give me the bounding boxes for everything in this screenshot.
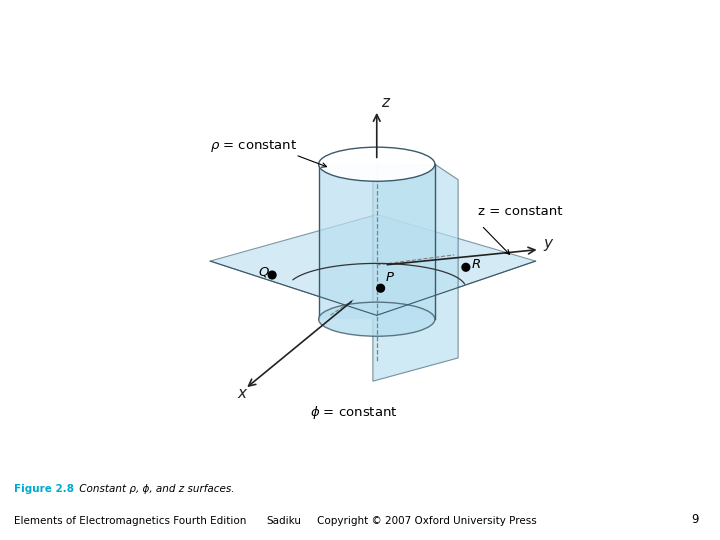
Text: $\rho$ = constant: $\rho$ = constant — [210, 138, 297, 154]
Text: P: P — [385, 271, 393, 284]
Text: z = constant: z = constant — [477, 205, 562, 218]
Text: Copyright © 2007 Oxford University Press: Copyright © 2007 Oxford University Press — [317, 516, 536, 526]
Text: R: R — [472, 258, 480, 271]
FancyBboxPatch shape — [319, 164, 435, 319]
Circle shape — [377, 285, 384, 292]
Text: y: y — [544, 236, 552, 251]
Text: Q: Q — [258, 266, 269, 279]
Circle shape — [269, 271, 276, 279]
Ellipse shape — [319, 302, 435, 336]
Text: $\phi$ = constant: $\phi$ = constant — [310, 404, 397, 421]
Text: Constant ρ, ϕ, and z surfaces.: Constant ρ, ϕ, and z surfaces. — [76, 484, 234, 494]
Text: 9: 9 — [691, 513, 698, 526]
Polygon shape — [210, 214, 536, 315]
Polygon shape — [373, 164, 458, 381]
Circle shape — [462, 264, 469, 271]
Text: Sadiku: Sadiku — [266, 516, 302, 526]
Text: Elements of Electromagnetics Fourth Edition: Elements of Electromagnetics Fourth Edit… — [14, 516, 247, 526]
Text: x: x — [238, 386, 246, 401]
Text: Figure 2.8: Figure 2.8 — [14, 484, 74, 494]
Text: z: z — [382, 95, 390, 110]
Ellipse shape — [319, 147, 435, 181]
